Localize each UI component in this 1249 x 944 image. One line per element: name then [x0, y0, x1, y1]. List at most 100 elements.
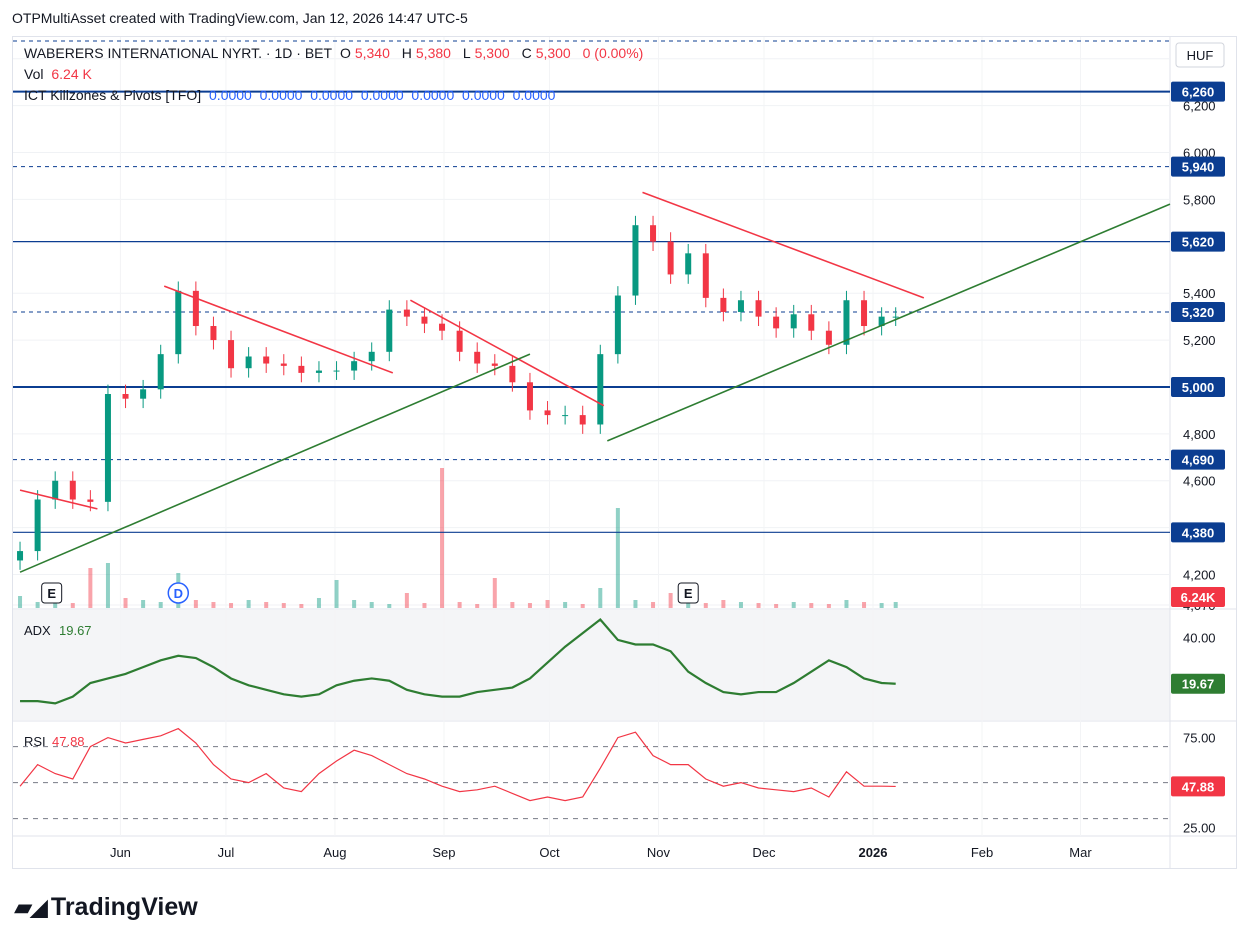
volume-last-tag: 6.24K	[1181, 590, 1216, 605]
candle-body[interactable]	[175, 290, 182, 355]
candle-body[interactable]	[228, 340, 235, 369]
candle-body[interactable]	[474, 351, 481, 364]
candle-body[interactable]	[403, 309, 410, 317]
dividend-event-icon[interactable]	[167, 582, 190, 604]
price-level-tag: 4,380	[1182, 525, 1215, 540]
candle-body[interactable]	[263, 356, 270, 364]
red-trendline[interactable]	[163, 285, 394, 374]
candle-body[interactable]	[685, 253, 692, 275]
candle-body[interactable]	[210, 326, 217, 341]
candle-body[interactable]	[878, 316, 885, 327]
volume-bar	[123, 598, 128, 608]
volume-bar	[475, 604, 480, 608]
volume-bar	[809, 603, 814, 608]
candle-body[interactable]	[702, 253, 709, 298]
candle-body[interactable]	[386, 309, 393, 352]
candle-body[interactable]	[597, 354, 604, 425]
green-trendline[interactable]	[19, 353, 531, 573]
dividend-event-label: D	[174, 586, 183, 601]
candle-body[interactable]	[157, 354, 164, 390]
symbol-legend[interactable]: WABERERS INTERNATIONAL NYRT. · 1D · BET …	[24, 45, 647, 61]
volume-bar	[686, 602, 691, 608]
volume-bar	[193, 600, 198, 608]
green-trendline[interactable]	[607, 203, 1171, 442]
volume-bar	[510, 602, 515, 608]
tradingview-logo-text: TradingView	[50, 893, 198, 921]
candle-body[interactable]	[421, 316, 428, 324]
candle-body[interactable]	[579, 415, 586, 425]
red-trendline[interactable]	[642, 191, 925, 299]
candle-body[interactable]	[491, 363, 498, 366]
price-pane-bg	[13, 37, 1170, 609]
time-axis-label: 2026	[859, 845, 888, 860]
symbol-title[interactable]: WABERERS INTERNATIONAL NYRT. · 1D · BET	[24, 45, 333, 61]
time-axis-label: Sep	[432, 845, 455, 860]
candle-body[interactable]	[650, 225, 657, 242]
candle-body[interactable]	[614, 295, 621, 355]
volume-bar	[70, 603, 75, 608]
candle-body[interactable]	[861, 300, 868, 327]
candle-body[interactable]	[17, 551, 24, 561]
candle-body[interactable]	[245, 356, 252, 369]
time-axis-label: Aug	[323, 845, 346, 860]
volume-legend[interactable]: Vol 6.24 K	[24, 66, 96, 82]
candle-body[interactable]	[667, 241, 674, 275]
indicator-values: 0.0000 0.0000 0.0000 0.0000 0.0000 0.000…	[209, 87, 556, 103]
candle-body[interactable]	[456, 330, 463, 352]
candle-body[interactable]	[526, 382, 533, 411]
candle-body[interactable]	[509, 365, 516, 383]
adx-value-tag-bg	[1171, 673, 1225, 694]
earnings-event-icon[interactable]	[677, 582, 699, 604]
price-level-tag: 5,000	[1182, 380, 1215, 395]
adx-line[interactable]	[20, 618, 896, 705]
candle-body[interactable]	[737, 300, 744, 312]
volume-bar	[791, 602, 796, 608]
candle-body[interactable]	[140, 389, 147, 399]
volume-bar	[615, 508, 620, 608]
red-trendline[interactable]	[410, 299, 605, 407]
ohlc-low: L 5,300	[462, 45, 510, 61]
candle-body[interactable]	[52, 480, 59, 500]
tradingview-logo[interactable]: ▰◢ TradingView	[14, 893, 198, 922]
volume-bar	[862, 602, 867, 608]
candle-body[interactable]	[280, 363, 287, 366]
candle-body[interactable]	[69, 480, 76, 500]
candle-body[interactable]	[808, 314, 815, 331]
candle-body[interactable]	[773, 316, 780, 329]
candle-body[interactable]	[192, 290, 199, 327]
candle-body[interactable]	[720, 297, 727, 312]
candle-body[interactable]	[439, 323, 446, 331]
candle-body[interactable]	[790, 314, 797, 329]
chart-container[interactable]	[12, 36, 1237, 869]
candle-body[interactable]	[333, 370, 340, 372]
candle-body[interactable]	[368, 351, 375, 362]
candle-body[interactable]	[298, 365, 305, 373]
adx-value: 19.67	[59, 623, 92, 638]
price-level-tag: 5,620	[1182, 235, 1215, 250]
candle-body[interactable]	[825, 330, 832, 345]
rsi-line[interactable]	[19, 727, 896, 802]
candle-body[interactable]	[34, 499, 41, 552]
indicator-label: ICT Killzones & Pivots [TFO]	[24, 87, 202, 103]
candle-body[interactable]	[562, 415, 569, 417]
candle-body[interactable]	[104, 394, 111, 502]
volume-bar	[141, 600, 146, 608]
red-trendline[interactable]	[19, 489, 98, 510]
candle-body[interactable]	[315, 370, 322, 373]
rsi-value: 47.88	[52, 734, 85, 749]
candle-body[interactable]	[843, 300, 850, 345]
earnings-event-icon[interactable]	[41, 582, 63, 604]
candle-body[interactable]	[755, 300, 762, 317]
candle-body[interactable]	[122, 394, 129, 399]
volume-bar	[387, 604, 392, 608]
currency-box[interactable]	[1175, 42, 1225, 68]
indicator-legend[interactable]: ICT Killzones & Pivots [TFO] 0.0000 0.00…	[24, 87, 559, 103]
candle-body[interactable]	[544, 410, 551, 416]
ohlc-high: H 5,380	[401, 45, 451, 61]
candle-body[interactable]	[351, 361, 358, 371]
volume-bar	[527, 603, 532, 608]
candle-body[interactable]	[87, 499, 94, 502]
candle-body[interactable]	[632, 225, 639, 296]
candle-body[interactable]	[892, 316, 899, 318]
